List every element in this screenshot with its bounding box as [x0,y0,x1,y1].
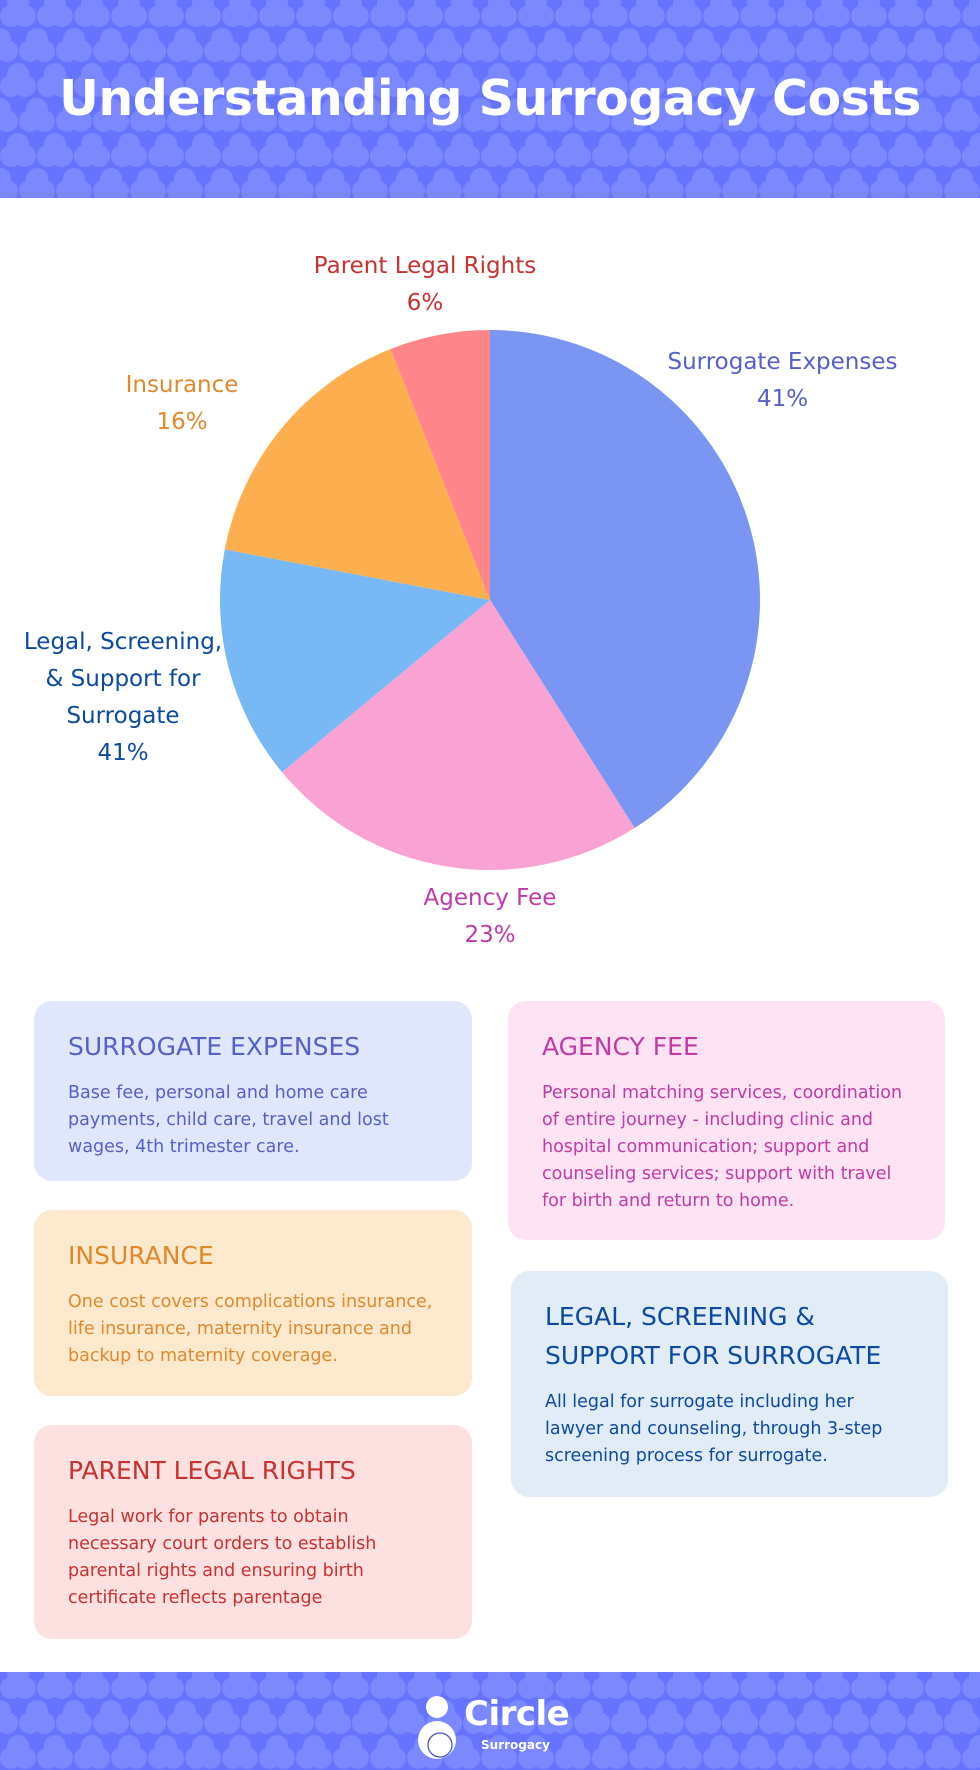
trefoil-pattern-icon [0,0,980,198]
pie-label-parent-legal-rights: Parent Legal Rights 6% [313,253,537,316]
header-banner: Understanding Surrogacy Costs [0,0,980,198]
page-title: Understanding Surrogacy Costs [59,70,921,127]
pie-label-insurance: Insurance 16% [125,372,239,435]
card-legal-screening: LEGAL, SCREENING & SUPPORT FOR SURROGATE… [511,1271,948,1497]
card-insurance: INSURANCE One cost covers complications … [34,1210,472,1396]
card-title: AGENCY FEE [542,1032,699,1061]
card-title: LEGAL, SCREENING & SUPPORT FOR SURROGATE [545,1302,882,1370]
card-title: SURROGATE EXPENSES [68,1032,361,1061]
card-title: PARENT LEGAL RIGHTS [68,1456,356,1485]
footer-banner [0,1672,980,1770]
brand-name: Circle [464,1694,570,1734]
card-title: INSURANCE [68,1241,214,1270]
card-body: Personal matching services, coordination… [542,1083,903,1211]
card-body: All legal for surrogate including her la… [545,1392,883,1466]
card-surrogate-expenses: SURROGATE EXPENSES Base fee, personal an… [34,1001,472,1181]
pie-slice-surrogate-expenses [490,330,761,828]
pie-slice-agency-fee [281,600,635,871]
pie-label-surrogate-expenses: Surrogate Expenses 41% [667,349,898,412]
card-agency-fee: AGENCY FEE Personal matching services, c… [508,1001,945,1240]
card-body: Legal work for parents to obtain necessa… [68,1507,377,1608]
pie-chart: Parent Legal Rights 6% Surrogate Expense… [0,198,980,978]
pie-label-legal-screening: Legal, Screening, & Support for Surrogat… [23,629,223,766]
circle-surrogacy-logo-icon [418,1696,456,1759]
card-parent-legal-rights: PARENT LEGAL RIGHTS Legal work for paren… [34,1425,472,1639]
pie-slice-parent-legal-rights [390,330,490,600]
card-body: One cost covers complications insurance,… [68,1292,433,1366]
brand-subtitle: Surrogacy [481,1738,550,1752]
pie-slice-legal-screening-support-for-surrogate [220,549,490,773]
pie-label-agency-fee: Agency Fee 23% [423,885,557,948]
card-body: Base fee, personal and home care payment… [68,1083,389,1157]
pie-slice-insurance [224,348,490,600]
pie-chart-svg [220,330,761,871]
trefoil-pattern-icon [0,1672,980,1770]
